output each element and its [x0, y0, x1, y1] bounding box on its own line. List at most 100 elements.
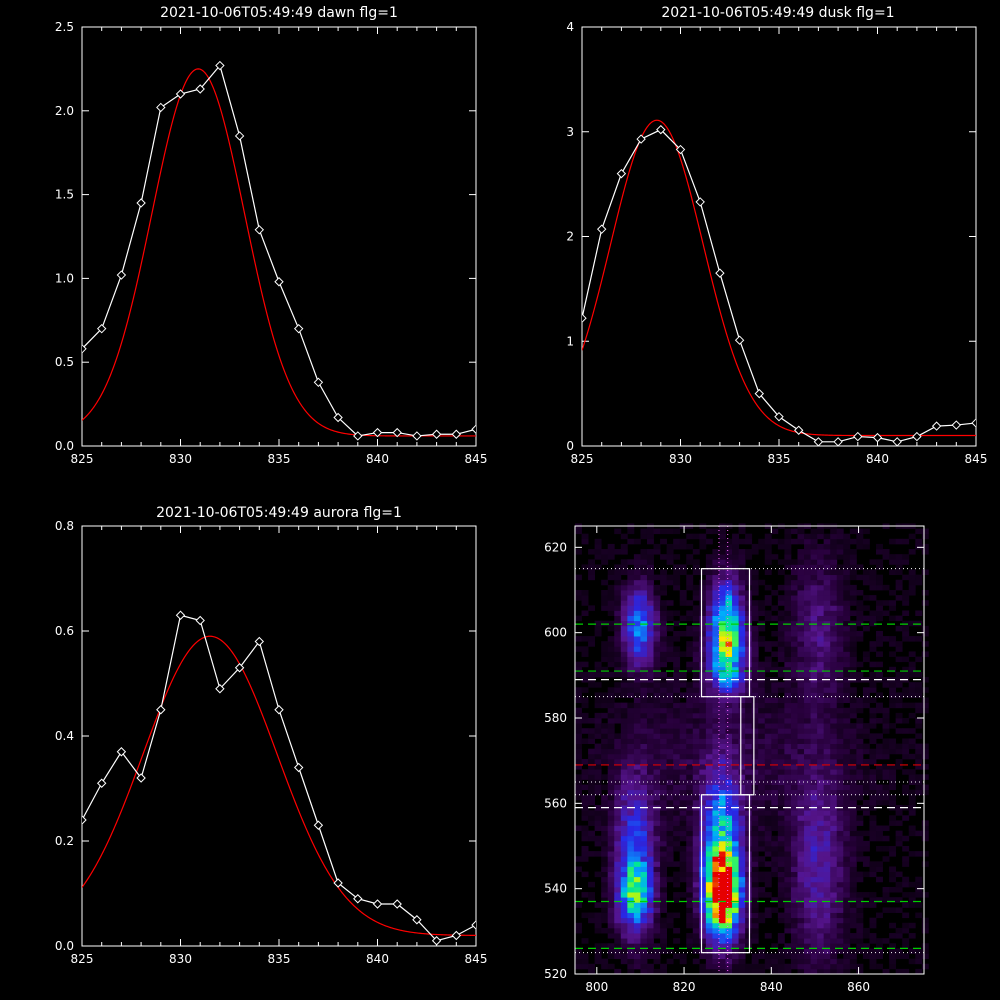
heatmap-cell [869, 897, 877, 903]
heatmap-cell [725, 569, 733, 576]
heatmap-cell [876, 718, 883, 724]
heatmap-cell [745, 907, 753, 913]
heatmap-cell [718, 856, 726, 862]
heatmap-cell [686, 825, 694, 832]
heatmap-cell [764, 892, 772, 898]
heatmap-cell [869, 938, 877, 944]
heatmap-cell [836, 748, 844, 755]
heatmap-cell [830, 892, 838, 898]
heatmap-cell [686, 718, 694, 724]
heatmap-cell [627, 856, 635, 862]
heatmap-cell [614, 651, 622, 657]
heatmap-cell [686, 789, 694, 796]
heatmap-cell [594, 671, 602, 678]
heatmap-cell [836, 702, 844, 709]
heatmap-cell [725, 835, 733, 842]
heatmap-cell [686, 728, 694, 734]
heatmap-cell [817, 630, 825, 637]
heatmap-cell [732, 968, 739, 975]
heatmap-cell [633, 579, 641, 586]
heatmap-cell [921, 948, 929, 954]
heatmap-cell [751, 692, 759, 698]
heatmap-cell [633, 897, 641, 903]
heatmap-cell [817, 584, 825, 591]
heatmap-cell [777, 963, 785, 970]
heatmap-cell [627, 574, 635, 581]
heatmap-cell [620, 579, 628, 586]
heatmap-cell [902, 789, 910, 796]
heatmap-cell [777, 641, 785, 647]
heatmap-cell [751, 702, 759, 709]
heatmap-cell [862, 764, 870, 770]
heatmap-cell [666, 528, 674, 535]
heatmap-cell [607, 810, 615, 816]
heatmap-cell [620, 764, 628, 770]
heatmap-cell [758, 579, 766, 586]
heatmap-cell [751, 748, 759, 755]
heatmap-cell [686, 835, 694, 842]
heatmap-cell [823, 712, 831, 719]
heatmap-cell [797, 938, 805, 944]
heatmap-cell [601, 595, 609, 601]
heatmap-cell [817, 533, 825, 540]
heatmap-cell [843, 538, 851, 545]
heatmap-cell [732, 846, 739, 852]
heatmap-cell [646, 533, 654, 540]
heatmap-cell [712, 805, 720, 811]
heatmap-cell [745, 533, 753, 540]
heatmap-cell [876, 948, 883, 954]
heatmap-cell [797, 866, 805, 872]
heatmap-cell [889, 871, 897, 878]
heatmap-cell [673, 769, 681, 775]
heatmap-cell [849, 835, 857, 842]
heatmap-cell [869, 584, 877, 591]
heatmap-cell [869, 620, 877, 627]
heatmap-cell [889, 953, 897, 960]
heatmap-cell [614, 564, 622, 570]
heatmap-cell [686, 830, 694, 837]
heatmap-cell [810, 584, 818, 591]
heatmap-cell [594, 902, 602, 908]
heatmap-cell [738, 948, 746, 954]
heatmap-cell [640, 902, 648, 908]
heatmap-cell [810, 968, 818, 975]
heatmap-cell [627, 584, 635, 591]
heatmap-cell [718, 779, 726, 785]
heatmap-cell [601, 697, 609, 704]
heatmap-cell [705, 943, 713, 949]
heatmap-cell [640, 815, 648, 821]
heatmap-cell [718, 646, 726, 652]
heatmap-cell [712, 943, 720, 949]
heatmap-cell [856, 794, 864, 801]
heatmap-cell [764, 687, 772, 693]
heatmap-cell [849, 554, 857, 560]
heatmap-cell [673, 738, 681, 744]
heatmap-cell [646, 615, 654, 622]
heatmap-cell [653, 886, 661, 893]
heatmap-cell [575, 733, 582, 739]
heatmap-cell [751, 897, 759, 903]
heatmap-cell [745, 897, 753, 903]
heatmap-cell [627, 933, 635, 939]
heatmap-cell [908, 774, 916, 780]
heatmap-cell [856, 748, 864, 755]
heatmap-cell [581, 687, 589, 693]
heatmap-cell [745, 943, 753, 949]
heatmap-cell [575, 963, 582, 970]
heatmap-cell [843, 815, 851, 821]
heatmap-cell [790, 651, 798, 657]
heatmap-cell [882, 789, 890, 796]
heatmap-cell [751, 625, 759, 632]
heatmap-cell [817, 646, 825, 652]
heatmap-cell [869, 871, 877, 878]
heatmap-cell [627, 861, 635, 867]
heatmap-cell [797, 774, 805, 780]
heatmap-cell [646, 682, 654, 688]
heatmap-cell [843, 651, 851, 657]
heatmap-cell [862, 779, 870, 785]
heatmap-cell [830, 753, 838, 760]
heatmap-cell [869, 794, 877, 801]
heatmap-cell [627, 820, 635, 826]
heatmap-cell [777, 728, 785, 734]
heatmap-cell [607, 825, 615, 832]
